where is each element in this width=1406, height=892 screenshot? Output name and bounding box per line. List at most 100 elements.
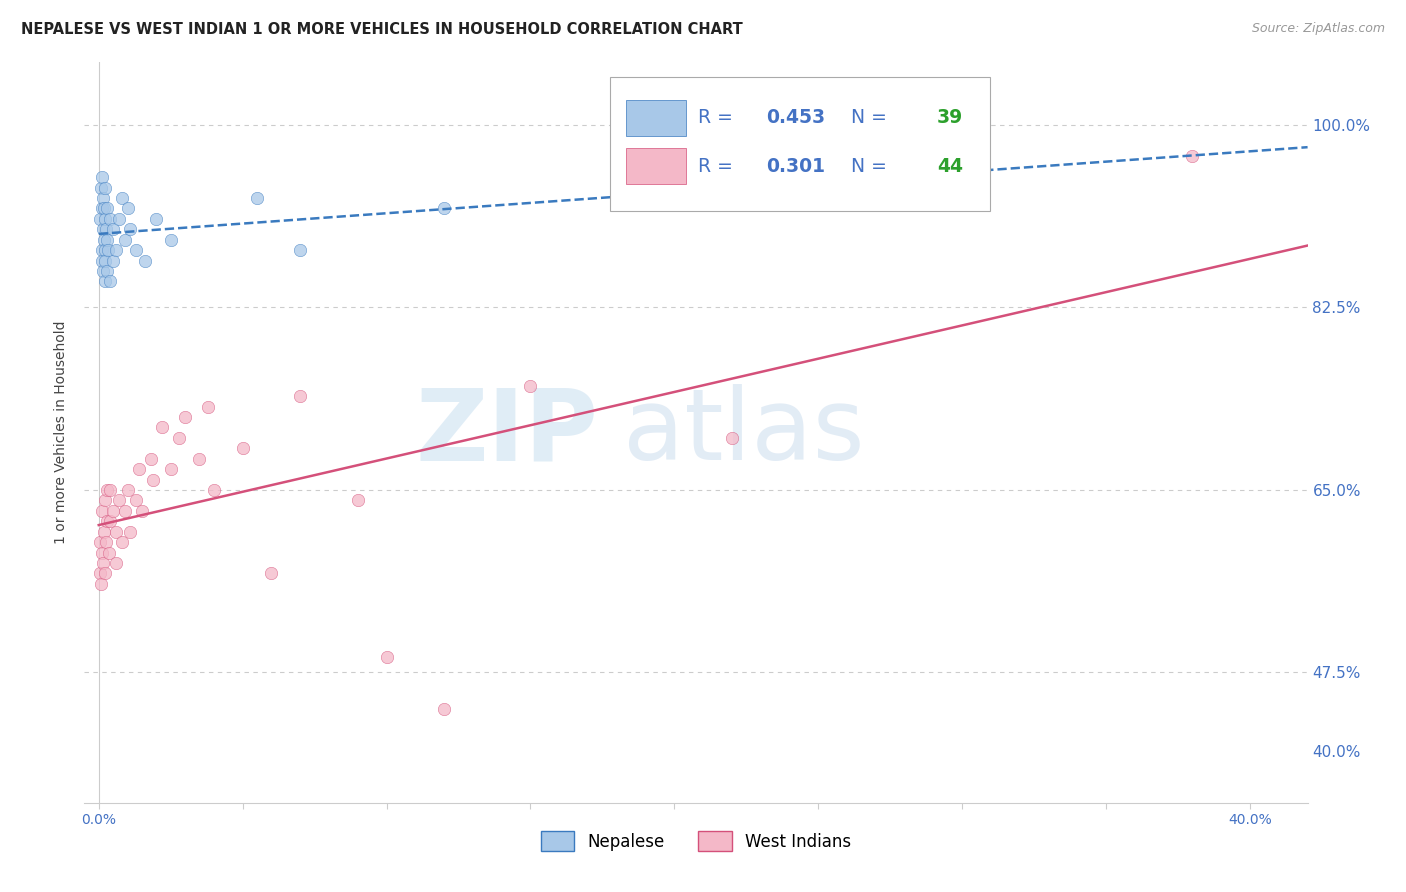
Point (105, 556, 128, 570)
Text: N =: N = (839, 109, 893, 128)
Point (97, 243, 120, 257)
Point (91, 191, 114, 205)
Point (89, 535, 111, 549)
Text: R =: R = (699, 157, 740, 176)
Point (111, 535, 134, 549)
Text: 39: 39 (936, 109, 963, 128)
Point (93, 211, 115, 226)
Point (246, 191, 269, 205)
Point (134, 253, 156, 268)
Point (145, 211, 167, 226)
Point (94, 222, 117, 236)
Point (101, 253, 124, 268)
Point (125, 493, 148, 508)
Point (108, 211, 131, 226)
Text: atlas: atlas (623, 384, 865, 481)
Point (202, 483, 225, 497)
Point (93, 243, 115, 257)
Point (375, 649, 398, 664)
Point (89, 566, 111, 581)
Point (519, 378, 541, 392)
Point (98, 274, 121, 288)
Point (159, 233, 181, 247)
Point (91, 253, 114, 268)
Point (90, 545, 112, 559)
Point (90, 577, 112, 591)
Point (105, 243, 128, 257)
Point (96, 233, 118, 247)
Point (117, 483, 139, 497)
Point (433, 702, 456, 716)
Point (433, 202, 456, 216)
Text: 0.453: 0.453 (766, 109, 825, 128)
FancyBboxPatch shape (626, 148, 686, 185)
Point (98, 514, 121, 528)
Point (90, 243, 112, 257)
Point (290, 389, 312, 403)
Text: 0.301: 0.301 (766, 157, 825, 176)
Point (93, 274, 115, 288)
Point (197, 400, 219, 414)
Text: N =: N = (839, 157, 893, 176)
Point (114, 504, 136, 518)
Point (721, 431, 744, 445)
Point (111, 191, 134, 205)
Point (120, 524, 142, 539)
Point (96, 202, 118, 216)
Point (93, 493, 115, 508)
Point (98, 483, 121, 497)
Point (232, 442, 254, 456)
FancyBboxPatch shape (610, 78, 990, 211)
Point (89, 211, 111, 226)
Text: 44: 44 (936, 157, 963, 176)
Point (159, 462, 181, 476)
Point (101, 504, 124, 518)
Point (260, 566, 283, 581)
Text: R =: R = (699, 109, 740, 128)
FancyBboxPatch shape (626, 100, 686, 136)
Point (94, 566, 117, 581)
Point (97, 545, 120, 559)
Text: ZIP: ZIP (415, 384, 598, 481)
Point (125, 243, 148, 257)
Point (93, 233, 115, 247)
Point (346, 493, 368, 508)
Point (150, 420, 173, 434)
Point (634, 180, 657, 194)
Point (94, 180, 117, 194)
Point (1181, 149, 1204, 163)
Point (114, 233, 136, 247)
Y-axis label: 1 or more Vehicles in Household: 1 or more Vehicles in Household (55, 321, 69, 544)
Point (91, 556, 114, 570)
Point (98, 211, 121, 226)
Point (142, 473, 165, 487)
Point (91, 170, 114, 185)
Point (101, 222, 124, 236)
Point (96, 514, 118, 528)
Point (188, 451, 211, 466)
Point (120, 222, 142, 236)
Point (96, 264, 118, 278)
Text: NEPALESE VS WEST INDIAN 1 OR MORE VEHICLES IN HOUSEHOLD CORRELATION CHART: NEPALESE VS WEST INDIAN 1 OR MORE VEHICL… (21, 22, 742, 37)
Point (93, 524, 115, 539)
Point (96, 483, 118, 497)
Point (91, 504, 114, 518)
Point (139, 451, 162, 466)
Point (169, 431, 191, 445)
Point (108, 493, 131, 508)
Legend: Nepalese, West Indians: Nepalese, West Indians (534, 825, 858, 857)
Point (174, 409, 197, 424)
Point (90, 202, 112, 216)
Point (117, 202, 139, 216)
Point (94, 253, 117, 268)
Point (91, 222, 114, 236)
Text: Source: ZipAtlas.com: Source: ZipAtlas.com (1251, 22, 1385, 36)
Point (90, 180, 112, 194)
Point (290, 243, 312, 257)
Point (94, 535, 117, 549)
Point (93, 202, 115, 216)
Point (131, 504, 153, 518)
Point (105, 524, 128, 539)
Point (93, 264, 115, 278)
Point (128, 462, 150, 476)
